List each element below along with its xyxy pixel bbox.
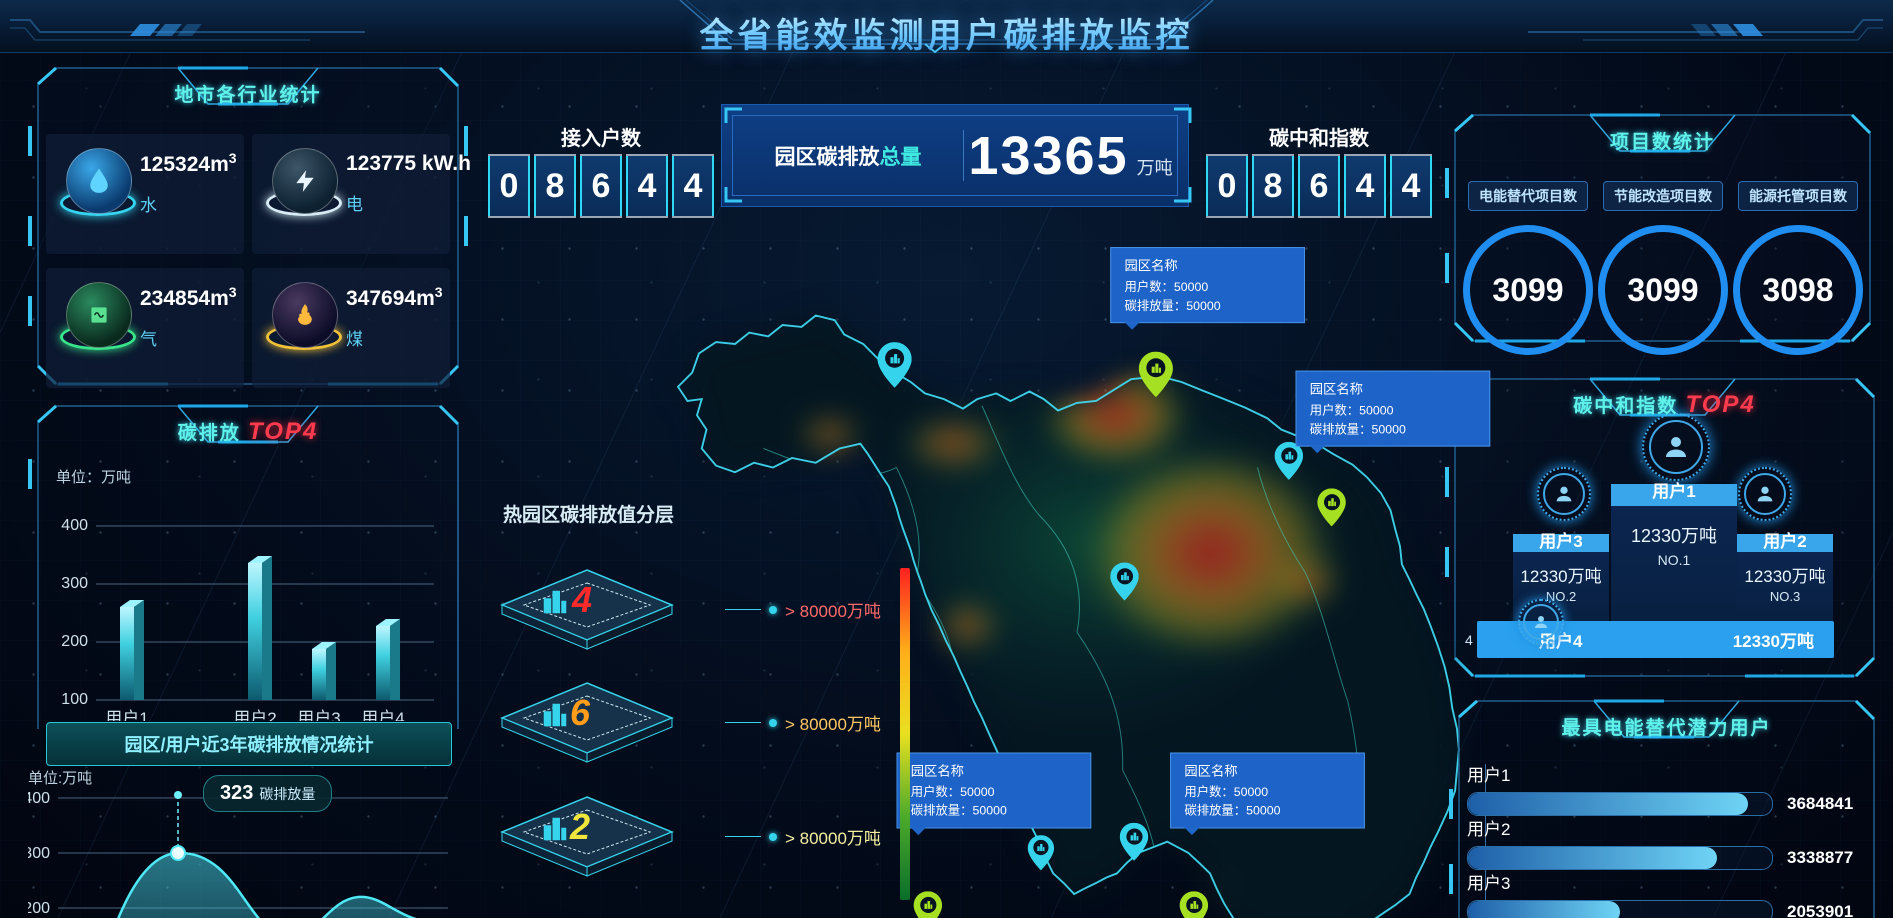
svg-text:用户3: 用户3	[297, 709, 340, 721]
svg-text:400: 400	[28, 790, 50, 807]
svg-text:300: 300	[28, 845, 50, 862]
svg-text:用户2: 用户2	[233, 709, 276, 721]
svg-text:用户1: 用户1	[105, 709, 148, 721]
svg-text:400: 400	[61, 517, 88, 534]
svg-text:200: 200	[28, 900, 50, 917]
svg-text:用户4: 用户4	[361, 709, 404, 721]
svg-text:300: 300	[61, 575, 88, 592]
svg-text:100: 100	[61, 691, 88, 708]
svg-text:200: 200	[61, 633, 88, 650]
